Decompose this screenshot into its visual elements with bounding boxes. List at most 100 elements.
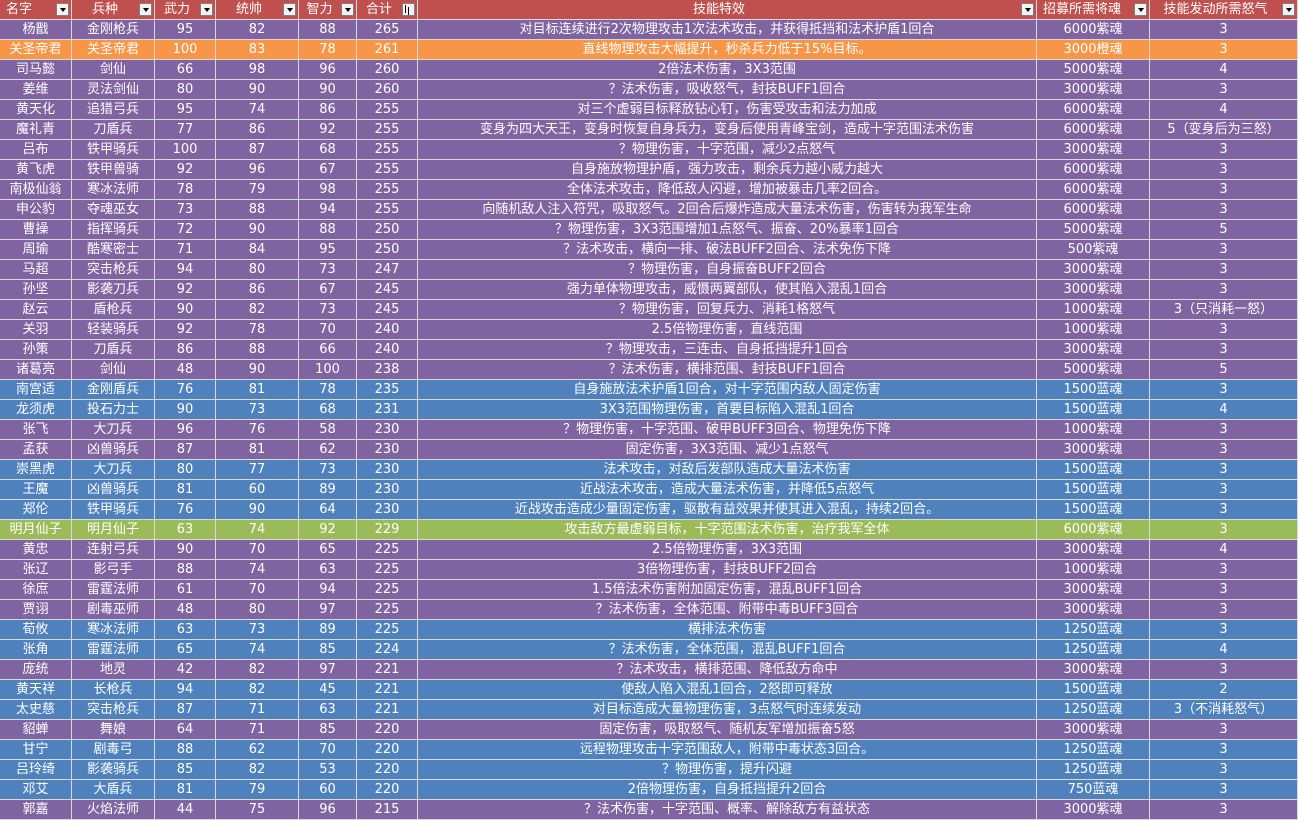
cell-recruit-cost[interactable]: 3000紫魂 [1037,580,1150,600]
cell-recruit-cost[interactable]: 1500蓝魂 [1037,460,1150,480]
table-row[interactable]: 诸葛亮 剑仙 48 90 100 238 ？法术伤害，横排范围、封技BUFF1回合 5000紫… [0,360,1298,380]
cell-unit-type[interactable]: 突击枪兵 [72,700,155,720]
cell-intelligence[interactable]: 62 [299,440,357,460]
cell-leadership[interactable]: 90 [216,360,299,380]
cell-total[interactable]: 255 [357,120,418,140]
cell-skill-effect[interactable]: ？法术伤害，十字范围、概率、解除敌方有益状态 [418,800,1037,820]
cell-rage-required[interactable]: 4 [1150,400,1298,420]
table-row[interactable]: 孙策 刀盾兵 86 88 66 240 ？物理攻击，三连击、自身抵挡提升1回合 3000紫魂 3 [0,340,1298,360]
cell-leadership[interactable]: 73 [216,400,299,420]
cell-name[interactable]: 孟获 [0,440,72,460]
cell-skill-effect[interactable]: 固定伤害，吸取怒气、随机友军增加振奋5怒 [418,720,1037,740]
cell-intelligence[interactable]: 90 [299,80,357,100]
table-row[interactable]: 关圣帝君 关圣帝君 100 83 78 261 直线物理攻击大幅提升，秒杀兵力低于15%目标… [0,40,1298,60]
cell-intelligence[interactable]: 85 [299,720,357,740]
cell-skill-effect[interactable]: 近战攻击造成少量固定伤害，驱散有益效果并使其进入混乱，持续2回合。 [418,500,1037,520]
cell-strength[interactable]: 81 [155,480,216,500]
cell-total[interactable]: 229 [357,520,418,540]
cell-skill-effect[interactable]: 对目标造成大量物理伤害，3点怒气时连续发动 [418,700,1037,720]
cell-skill-effect[interactable]: 横排法术伤害 [418,620,1037,640]
cell-intelligence[interactable]: 96 [299,60,357,80]
cell-strength[interactable]: 66 [155,60,216,80]
cell-total[interactable]: 220 [357,740,418,760]
cell-unit-type[interactable]: 雷霆法师 [72,640,155,660]
cell-total[interactable]: 231 [357,400,418,420]
cell-unit-type[interactable]: 灵法剑仙 [72,80,155,100]
cell-leadership[interactable]: 88 [216,340,299,360]
cell-skill-effect[interactable]: 自身施放法术护盾1回合，对十字范围内敌人固定伤害 [418,380,1037,400]
table-row[interactable]: 南宫适 金刚盾兵 76 81 78 235 自身施放法术护盾1回合，对十字范围内敌人固定伤害… [0,380,1298,400]
table-row[interactable]: 黄天祥 长枪兵 94 82 45 221 使敌人陷入混乱1回合，2怒即可释放 1500蓝魂 2 [0,680,1298,700]
cell-total[interactable]: 230 [357,440,418,460]
cell-skill-effect[interactable]: 对目标连续进行2次物理攻击1次法术攻击，并获得抵挡和法术护盾1回合 [418,20,1037,40]
cell-name[interactable]: 黄忠 [0,540,72,560]
header-intelligence[interactable]: 智力 [299,0,357,20]
cell-strength[interactable]: 90 [155,400,216,420]
cell-leadership[interactable]: 80 [216,260,299,280]
cell-total[interactable]: 230 [357,500,418,520]
cell-recruit-cost[interactable]: 6000紫魂 [1037,180,1150,200]
cell-recruit-cost[interactable]: 3000紫魂 [1037,440,1150,460]
cell-skill-effect[interactable]: ？物理伤害，回复兵力、消耗1格怒气 [418,300,1037,320]
cell-unit-type[interactable]: 剧毒弓 [72,740,155,760]
cell-intelligence[interactable]: 58 [299,420,357,440]
cell-total[interactable]: 255 [357,100,418,120]
cell-total[interactable]: 260 [357,60,418,80]
cell-skill-effect[interactable]: 2.5倍物理伤害，直线范围 [418,320,1037,340]
cell-name[interactable]: 郭嘉 [0,800,72,820]
cell-recruit-cost[interactable]: 6000紫魂 [1037,120,1150,140]
cell-leadership[interactable]: 84 [216,240,299,260]
table-row[interactable]: 黄飞虎 铁甲兽骑 92 96 67 255 自身施放物理护盾，强力攻击，剩余兵力越小威力越大… [0,160,1298,180]
cell-intelligence[interactable]: 85 [299,640,357,660]
cell-unit-type[interactable]: 地灵 [72,660,155,680]
cell-rage-required[interactable]: 3 [1150,500,1298,520]
cell-total[interactable]: 225 [357,600,418,620]
cell-total[interactable]: 225 [357,560,418,580]
cell-intelligence[interactable]: 53 [299,760,357,780]
cell-name[interactable]: 杨戬 [0,20,72,40]
cell-intelligence[interactable]: 63 [299,560,357,580]
cell-skill-effect[interactable]: 全体法术攻击，降低敌人闪避，增加被暴击几率2回合。 [418,180,1037,200]
cell-leadership[interactable]: 90 [216,500,299,520]
cell-recruit-cost[interactable]: 5000紫魂 [1037,220,1150,240]
cell-strength[interactable]: 65 [155,640,216,660]
cell-rage-required[interactable]: 3 [1150,800,1298,820]
cell-recruit-cost[interactable]: 3000紫魂 [1037,660,1150,680]
cell-strength[interactable]: 80 [155,80,216,100]
cell-total[interactable]: 230 [357,420,418,440]
cell-strength[interactable]: 100 [155,140,216,160]
cell-leadership[interactable]: 77 [216,460,299,480]
cell-total[interactable]: 250 [357,220,418,240]
cell-leadership[interactable]: 71 [216,720,299,740]
cell-recruit-cost[interactable]: 5000紫魂 [1037,360,1150,380]
cell-name[interactable]: 吕布 [0,140,72,160]
cell-intelligence[interactable]: 92 [299,520,357,540]
cell-total[interactable]: 220 [357,760,418,780]
cell-skill-effect[interactable]: 2倍物理伤害，自身抵挡提升2回合 [418,780,1037,800]
cell-rage-required[interactable]: 3 [1150,760,1298,780]
cell-leadership[interactable]: 83 [216,40,299,60]
filter-dropdown-icon[interactable] [200,3,213,16]
cell-skill-effect[interactable]: 3X3范围物理伤害，首要目标陷入混乱1回合 [418,400,1037,420]
cell-intelligence[interactable]: 97 [299,660,357,680]
cell-rage-required[interactable]: 3 [1150,520,1298,540]
cell-strength[interactable]: 77 [155,120,216,140]
cell-strength[interactable]: 87 [155,440,216,460]
cell-rage-required[interactable]: 4 [1150,60,1298,80]
cell-intelligence[interactable]: 98 [299,180,357,200]
cell-rage-required[interactable]: 4 [1150,540,1298,560]
cell-leadership[interactable]: 70 [216,580,299,600]
cell-rage-required[interactable]: 3 [1150,780,1298,800]
cell-name[interactable]: 张辽 [0,560,72,580]
cell-rage-required[interactable]: 5 [1150,220,1298,240]
cell-unit-type[interactable]: 连射弓兵 [72,540,155,560]
cell-recruit-cost[interactable]: 3000紫魂 [1037,80,1150,100]
cell-rage-required[interactable]: 3 [1150,480,1298,500]
sort-descending-icon[interactable] [402,3,415,16]
cell-intelligence[interactable]: 88 [299,220,357,240]
cell-name[interactable]: 南宫适 [0,380,72,400]
cell-strength[interactable]: 81 [155,780,216,800]
cell-unit-type[interactable]: 影弓手 [72,560,155,580]
cell-name[interactable]: 黄天化 [0,100,72,120]
cell-skill-effect[interactable]: 2.5倍物理伤害，3X3范围 [418,540,1037,560]
